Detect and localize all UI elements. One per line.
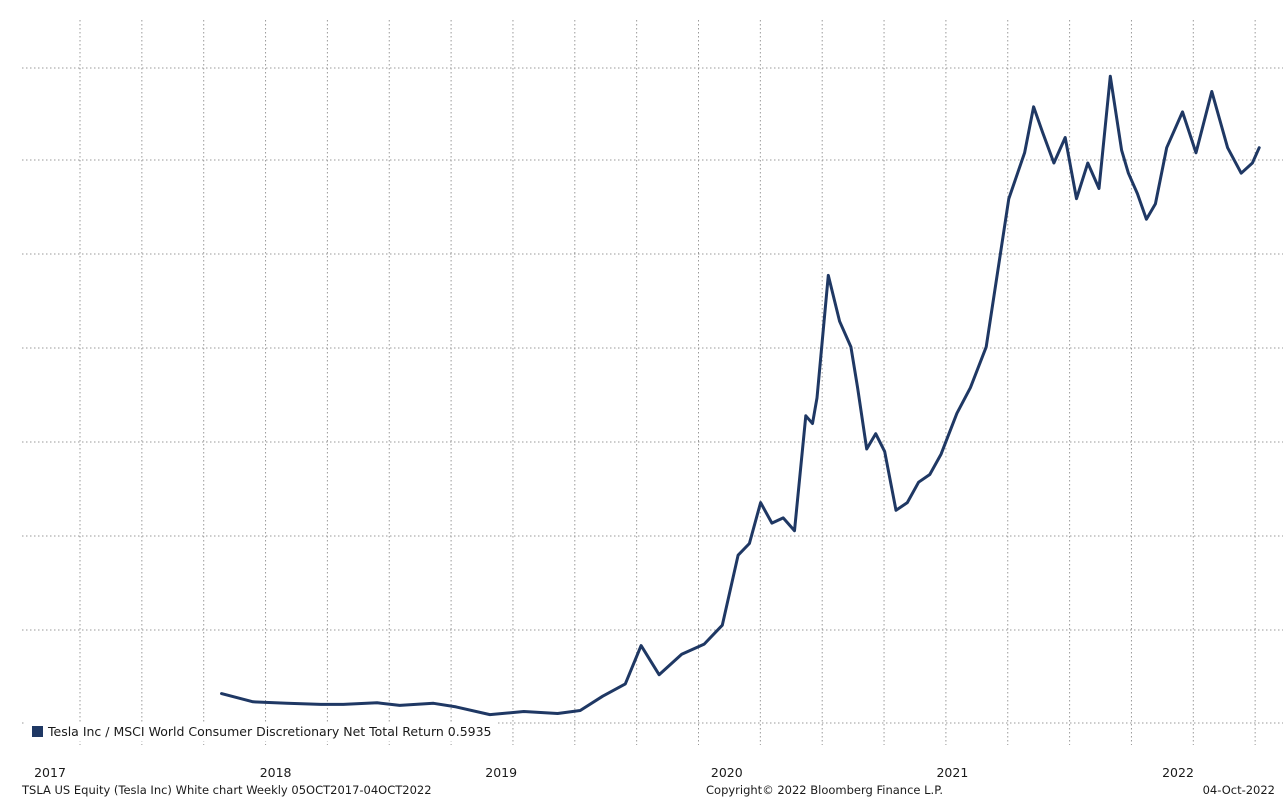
x-tick-label: 2017 <box>34 765 66 780</box>
legend-swatch <box>32 726 43 737</box>
series-line-tesla-vs-msci <box>220 74 1261 717</box>
footer-copyright: Copyright© 2022 Bloomberg Finance L.P. <box>706 783 943 797</box>
x-tick-label: 2018 <box>260 765 292 780</box>
x-axis-ticks: 2017 2018 2019 2020 2021 2022 <box>34 765 1194 780</box>
x-tick-label: 2020 <box>711 765 743 780</box>
legend-label: Tesla Inc / MSCI World Consumer Discreti… <box>48 724 492 739</box>
series-layer <box>220 74 1261 717</box>
footer-ticker-info: TSLA US Equity (Tesla Inc) White chart W… <box>22 783 432 797</box>
x-tick-label: 2021 <box>936 765 968 780</box>
x-tick-label: 2022 <box>1162 765 1194 780</box>
grid-lines <box>22 20 1283 745</box>
footer-date: 04-Oct-2022 <box>1202 783 1275 797</box>
legend: Tesla Inc / MSCI World Consumer Discreti… <box>26 722 498 741</box>
x-tick-label: 2019 <box>485 765 517 780</box>
